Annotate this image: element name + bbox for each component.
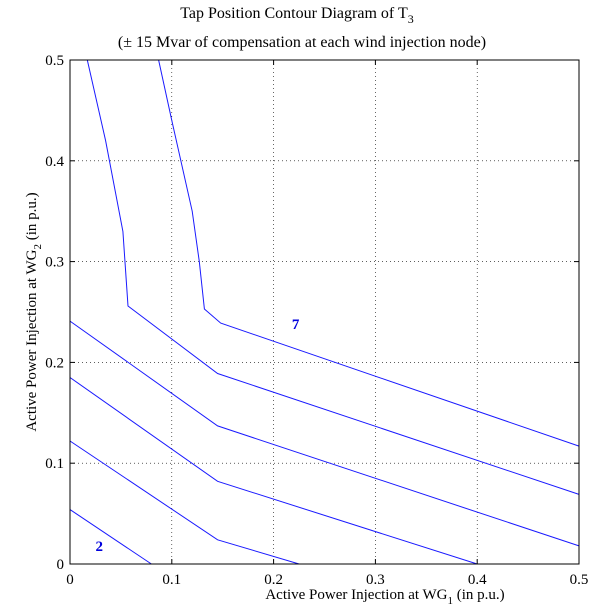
contour-label: 2 <box>95 539 103 555</box>
grid-lines <box>70 60 579 564</box>
x-tick-label: 0 <box>66 572 74 588</box>
x-axis-ticks: 0 0.1 0.2 0.3 0.4 0.5 <box>66 60 588 588</box>
y-tick-label: 0.2 <box>45 355 64 371</box>
contour-labels: 27 <box>95 317 299 555</box>
contour-line-4 <box>69 320 580 547</box>
x-tick-label: 0.5 <box>570 572 589 588</box>
y-tick-label: 0 <box>57 557 65 573</box>
chart-title: Tap Position Contour Diagram of T3 <box>180 5 413 26</box>
contour-lines <box>69 59 580 565</box>
x-tick-label: 0.1 <box>162 572 181 588</box>
chart-subtitle: (± 15 Mvar of compensation at each wind … <box>118 34 486 51</box>
contour-line-1 <box>69 509 152 565</box>
y-tick-label: 0.4 <box>45 154 64 170</box>
x-tick-label: 0.4 <box>468 572 487 588</box>
contour-line-6 <box>158 59 580 447</box>
x-axis-label: Active Power Injection at WG1 (in p.u.) <box>265 587 504 607</box>
contour-line-2 <box>69 440 300 565</box>
x-tick-label: 0.3 <box>366 572 385 588</box>
contour-label: 7 <box>292 317 300 333</box>
x-tick-label: 0.2 <box>264 572 283 588</box>
y-axis-label: Active Power Injection at WG2 (in p.u.) <box>24 192 44 431</box>
y-tick-label: 0.5 <box>45 53 64 69</box>
y-tick-label: 0.1 <box>45 456 64 472</box>
contour-line-3 <box>69 377 478 565</box>
contour-line-5 <box>86 59 580 495</box>
y-axis-ticks: 0 0.1 0.2 0.3 0.4 0.5 <box>45 53 579 573</box>
y-tick-label: 0.3 <box>45 255 64 271</box>
plot-frame <box>69 59 580 565</box>
